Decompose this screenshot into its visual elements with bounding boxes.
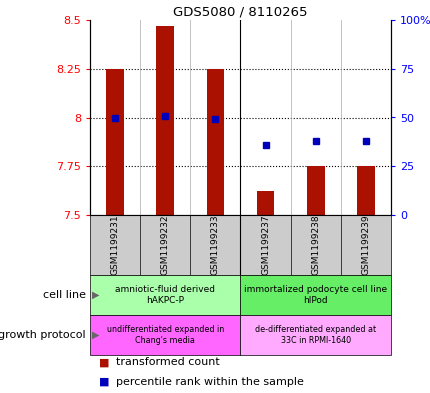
Text: GSM1199231: GSM1199231 <box>111 215 119 275</box>
Text: ▶: ▶ <box>92 330 99 340</box>
Text: de-differentiated expanded at
33C in RPMI-1640: de-differentiated expanded at 33C in RPM… <box>255 325 375 345</box>
Text: ▶: ▶ <box>92 290 99 300</box>
Bar <box>106 69 123 215</box>
Text: percentile rank within the sample: percentile rank within the sample <box>116 377 303 387</box>
Text: GSM1199238: GSM1199238 <box>310 215 319 275</box>
Text: amniotic-fluid derived
hAKPC-P: amniotic-fluid derived hAKPC-P <box>115 285 215 305</box>
Bar <box>306 166 324 215</box>
Text: immortalized podocyte cell line
hIPod: immortalized podocyte cell line hIPod <box>244 285 387 305</box>
Text: undifferentiated expanded in
Chang's media: undifferentiated expanded in Chang's med… <box>106 325 223 345</box>
Text: growth protocol: growth protocol <box>0 330 86 340</box>
Text: GSM1199239: GSM1199239 <box>361 215 369 275</box>
Bar <box>356 166 374 215</box>
Bar <box>90 275 240 315</box>
Bar <box>240 315 390 355</box>
Text: GSM1199232: GSM1199232 <box>160 215 169 275</box>
Bar <box>90 315 240 355</box>
Title: GDS5080 / 8110265: GDS5080 / 8110265 <box>173 6 307 19</box>
Text: GSM1199237: GSM1199237 <box>261 215 270 275</box>
Bar <box>256 191 274 215</box>
Text: ■: ■ <box>98 357 112 367</box>
Text: GSM1199233: GSM1199233 <box>210 215 219 275</box>
Bar <box>156 26 174 215</box>
Bar <box>240 275 390 315</box>
Text: transformed count: transformed count <box>116 357 219 367</box>
Text: cell line: cell line <box>43 290 86 300</box>
Text: ■: ■ <box>98 377 112 387</box>
Bar <box>206 69 224 215</box>
